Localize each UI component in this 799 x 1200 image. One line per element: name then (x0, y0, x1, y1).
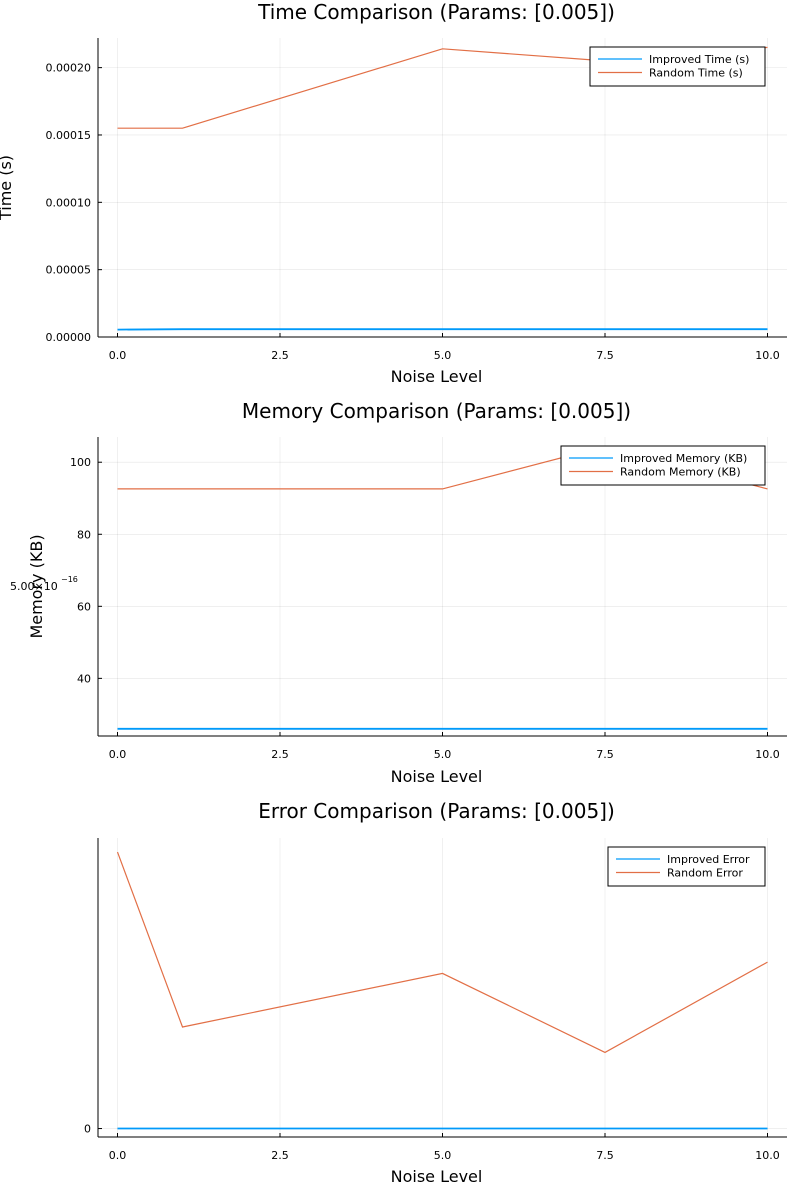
y-tick-label: 0.00015 (46, 129, 92, 142)
x-tick-label: 5.0 (434, 748, 452, 761)
x-tick-label: 2.5 (271, 349, 289, 362)
legend-entry-label: Improved Error (667, 853, 750, 866)
y-tick-label: 100 (70, 456, 91, 469)
x-tick-label: 7.5 (596, 349, 614, 362)
x-tick-label: 2.5 (271, 1149, 289, 1162)
y-tick-label: 0.00010 (46, 196, 92, 209)
y-tick-label: 0.00000 (46, 331, 92, 344)
y-tick-label: 0 (84, 1123, 91, 1136)
legend-box (607, 846, 766, 887)
x-tick-label: 5.0 (434, 1149, 452, 1162)
legend-box (560, 445, 766, 486)
legend-entry-label: Random Time (s) (649, 67, 743, 80)
x-tick-label: 10.0 (755, 1149, 780, 1162)
memory-comparison-chart: 0.0 2.5 5.0 7.5 10.0 40 60 80 100 5.00×10−16 Memor… (10, 399, 787, 786)
stray-axis-label-exponent: −16 (61, 575, 78, 584)
y-tick-label: 40 (77, 672, 91, 685)
chart-title: Memory Comparison (Params: [0.005]) (242, 399, 631, 423)
x-tick-label: 0.0 (109, 1149, 127, 1162)
y-tick-label: 80 (77, 528, 91, 541)
x-tick-label: 7.5 (596, 1149, 614, 1162)
x-tick-label: 0.0 (109, 349, 127, 362)
legend-entry-label: Improved Time (s) (649, 53, 749, 66)
x-tick-label: 7.5 (596, 748, 614, 761)
y-axis-label: Memory (KB) (27, 534, 46, 638)
x-tick-label: 10.0 (755, 748, 780, 761)
stray-axis-label: 5.00×10 (10, 580, 58, 593)
chart-title: Time Comparison (Params: [0.005]) (257, 0, 615, 24)
legend-entry-label: Improved Memory (KB) (620, 452, 747, 465)
x-tick-label: 2.5 (271, 748, 289, 761)
series-line-random (116, 851, 768, 1054)
x-axis-label: Noise Level (391, 367, 483, 386)
y-axis-label: Time (s) (0, 155, 15, 221)
legend-entry-label: Random Error (667, 867, 743, 880)
x-axis-label: Noise Level (391, 767, 483, 786)
y-tick-label: 60 (77, 600, 91, 613)
time-comparison-chart: 0.0 2.5 5.0 7.5 10.0 0.00000 0.00005 0.00010 0.0… (0, 0, 787, 386)
y-tick-label: 0.00005 (46, 264, 92, 277)
x-tick-label: 5.0 (434, 349, 452, 362)
x-tick-label: 10.0 (755, 349, 780, 362)
x-axis-label: Noise Level (391, 1167, 483, 1186)
legend-box (589, 46, 766, 87)
y-tick-label: 0.00020 (46, 62, 92, 75)
error-comparison-chart: 0.0 2.5 5.0 7.5 10.0 0 Error Comparison (Param… (84, 799, 787, 1186)
x-tick-label: 0.0 (109, 748, 127, 761)
chart-title: Error Comparison (Params: [0.005]) (258, 799, 615, 823)
legend-entry-label: Random Memory (KB) (620, 466, 741, 479)
